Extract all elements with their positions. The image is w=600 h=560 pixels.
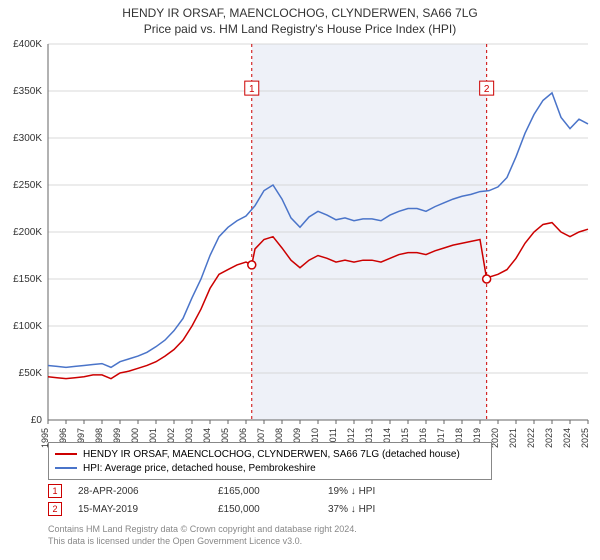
y-tick-label: £150K <box>13 274 42 285</box>
sale-point <box>483 275 491 283</box>
sale-diff: 19% ↓ HPI <box>328 486 448 497</box>
x-tick-label: 2021 <box>508 428 518 448</box>
sale-row-marker: 1 <box>48 484 62 498</box>
legend-label: HPI: Average price, detached house, Pemb… <box>83 463 316 474</box>
sale-date: 15-MAY-2019 <box>78 504 218 515</box>
sale-marker-num: 1 <box>249 84 255 95</box>
x-tick-label: 2023 <box>544 428 554 448</box>
sales-table: 1 28-APR-2006£165,00019% ↓ HPI 2 15-MAY-201… <box>48 482 448 518</box>
sales-row: 1 28-APR-2006£165,00019% ↓ HPI <box>48 482 448 500</box>
y-tick-label: £350K <box>13 86 42 97</box>
y-tick-label: £100K <box>13 321 42 332</box>
y-tick-label: £300K <box>13 133 42 144</box>
legend-row: HENDY IR ORSAF, MAENCLOCHOG, CLYNDERWEN,… <box>55 447 485 461</box>
y-tick-label: £250K <box>13 180 42 191</box>
y-tick-label: £0 <box>31 415 43 426</box>
sale-diff: 37% ↓ HPI <box>328 504 448 515</box>
y-tick-label: £400K <box>13 39 42 50</box>
legend-box: HENDY IR ORSAF, MAENCLOCHOG, CLYNDERWEN,… <box>48 442 492 480</box>
copyright-text: Contains HM Land Registry data © Crown c… <box>48 524 357 547</box>
copyright-line1: Contains HM Land Registry data © Crown c… <box>48 524 357 536</box>
legend-row: HPI: Average price, detached house, Pemb… <box>55 461 485 475</box>
sale-date: 28-APR-2006 <box>78 486 218 497</box>
sale-price: £165,000 <box>218 486 328 497</box>
x-tick-label: 2022 <box>526 428 536 448</box>
legend-swatch <box>55 467 77 469</box>
legend-swatch <box>55 453 77 455</box>
x-tick-label: 2024 <box>562 428 572 448</box>
x-tick-label: 2025 <box>580 428 590 448</box>
sale-price: £150,000 <box>218 504 328 515</box>
legend-label: HENDY IR ORSAF, MAENCLOCHOG, CLYNDERWEN,… <box>83 449 460 460</box>
sale-point <box>248 261 256 269</box>
y-tick-label: £50K <box>19 368 43 379</box>
sale-row-marker: 2 <box>48 502 62 516</box>
sales-row: 2 15-MAY-2019£150,00037% ↓ HPI <box>48 500 448 518</box>
y-tick-label: £200K <box>13 227 42 238</box>
sale-marker-num: 2 <box>484 84 490 95</box>
copyright-line2: This data is licensed under the Open Gov… <box>48 536 357 548</box>
